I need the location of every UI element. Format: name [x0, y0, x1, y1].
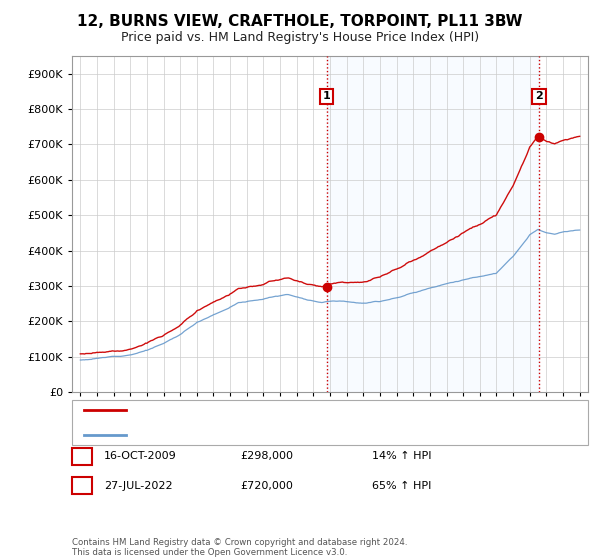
Text: 1: 1 [323, 91, 331, 101]
Bar [326, 56, 539, 392]
Text: 12, BURNS VIEW, CRAFTHOLE, TORPOINT, PL11 3BW: 12, BURNS VIEW, CRAFTHOLE, TORPOINT, PL1… [77, 14, 523, 29]
Text: £720,000: £720,000 [240, 480, 293, 491]
Text: Contains HM Land Registry data © Crown copyright and database right 2024.
This d: Contains HM Land Registry data © Crown c… [72, 538, 407, 557]
Text: Price paid vs. HM Land Registry's House Price Index (HPI): Price paid vs. HM Land Registry's House … [121, 31, 479, 44]
Text: 14% ↑ HPI: 14% ↑ HPI [372, 451, 431, 461]
Text: £298,000: £298,000 [240, 451, 293, 461]
Text: 2: 2 [535, 91, 543, 101]
Text: 12, BURNS VIEW, CRAFTHOLE, TORPOINT, PL11 3BW (detached house): 12, BURNS VIEW, CRAFTHOLE, TORPOINT, PL1… [132, 405, 484, 416]
Text: 16-OCT-2009: 16-OCT-2009 [104, 451, 176, 461]
Text: HPI: Average price, detached house, Cornwall: HPI: Average price, detached house, Corn… [132, 430, 359, 440]
Text: 27-JUL-2022: 27-JUL-2022 [104, 480, 172, 491]
Text: 2: 2 [78, 480, 86, 491]
Text: 1: 1 [78, 451, 86, 461]
Text: 65% ↑ HPI: 65% ↑ HPI [372, 480, 431, 491]
